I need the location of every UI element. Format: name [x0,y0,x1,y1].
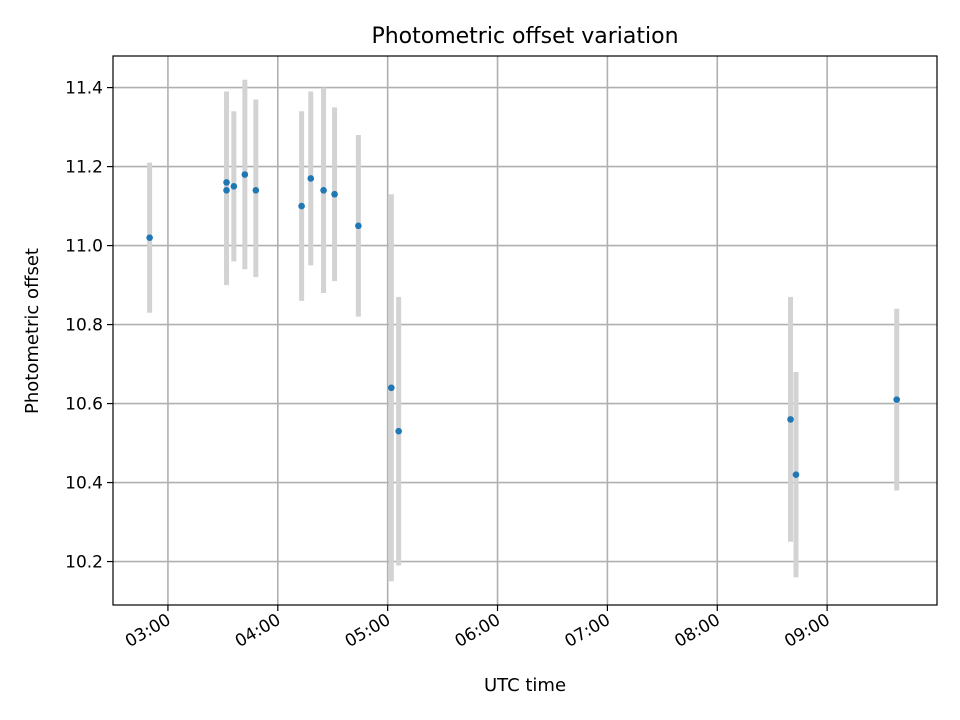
x-axis-label: UTC time [484,675,566,696]
data-point [355,222,362,230]
data-point [241,171,249,178]
data-point [331,190,338,198]
data-point [787,416,794,423]
y-axis-ticks: 10.2 10.4 10.6 10.8 11.0 11.2 11.4 [65,79,113,573]
data-point [223,186,230,194]
data-point [307,175,315,182]
data-point [298,202,305,210]
data-point [252,186,260,194]
y-tick-label: 11.0 [65,237,103,257]
data-point [230,183,238,190]
y-tick-label: 11.4 [65,79,103,99]
y-axis-label: Photometric offset [22,248,43,414]
y-tick-label: 10.6 [65,395,103,415]
data-point [223,179,230,186]
y-tick-label: 10.4 [65,474,103,494]
data-point [893,396,901,403]
data-point [388,384,395,392]
data-point [320,186,327,194]
plot-area-frame [112,55,938,606]
data-point [146,234,153,241]
grid [113,56,937,605]
chart-title: Photometric offset variation [371,24,678,49]
data-point [395,427,402,435]
data-points [146,171,901,478]
y-tick-label: 10.8 [65,316,103,336]
y-tick-label: 11.2 [65,158,103,178]
y-tick-label: 10.2 [65,553,103,573]
data-point [792,471,800,478]
